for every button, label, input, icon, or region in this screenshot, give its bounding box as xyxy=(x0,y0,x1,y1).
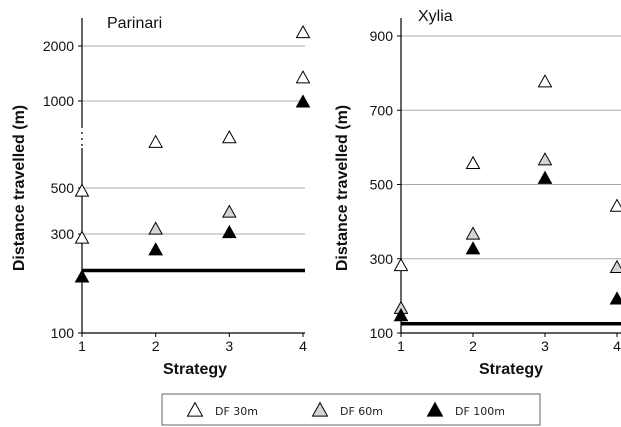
data-point xyxy=(537,170,553,184)
y-axis-label: Distance travelled (m) xyxy=(11,105,28,271)
legend-label: DF 60m xyxy=(340,405,383,418)
y-tick-label: 300 xyxy=(51,226,75,242)
data-point xyxy=(465,226,481,240)
data-point xyxy=(74,269,90,283)
panel-parinari: 100 300 500 1000 2000 1 2 3 4 Parinari Strategy Dis… xyxy=(11,15,311,378)
x-axis-label: Strategy xyxy=(479,361,543,378)
x-tick-label: 2 xyxy=(152,338,160,354)
data-point xyxy=(295,24,311,39)
y-axis-label: Distance travelled (m) xyxy=(334,105,351,271)
x-tick-label: 3 xyxy=(541,338,549,354)
panel-title: Xylia xyxy=(418,8,453,25)
x-tick-label: 3 xyxy=(225,338,233,354)
y-tick-label: 900 xyxy=(370,28,394,44)
data-point xyxy=(465,155,481,170)
y-tick-label: 300 xyxy=(370,251,394,267)
data-point xyxy=(295,94,311,108)
data-point xyxy=(537,152,553,166)
legend-box xyxy=(161,393,541,426)
data-point xyxy=(148,221,164,235)
data-point xyxy=(609,259,621,273)
data-point xyxy=(74,230,90,244)
y-tick-label: 500 xyxy=(51,180,75,196)
legend-marker xyxy=(186,401,204,417)
x-tick-label: 4 xyxy=(613,338,621,354)
data-point xyxy=(393,308,409,322)
y-tick-label: 500 xyxy=(370,177,394,193)
data-point xyxy=(295,70,311,84)
y-tick-label: 1000 xyxy=(43,93,74,109)
x-axis-label: Strategy xyxy=(163,361,227,378)
data-point xyxy=(609,198,621,212)
legend-marker xyxy=(311,401,329,417)
y-tick-label: 100 xyxy=(51,325,75,341)
data-point xyxy=(74,183,90,197)
data-point xyxy=(221,130,237,144)
x-tick-label: 1 xyxy=(397,338,405,354)
data-point xyxy=(465,241,481,255)
data-point xyxy=(609,291,621,305)
data-point xyxy=(148,134,164,148)
y-tick-label: 100 xyxy=(370,325,394,341)
legend-label: DF 30m xyxy=(215,405,258,418)
x-tick-label: 4 xyxy=(299,338,307,354)
data-point xyxy=(148,242,164,256)
y-tick-label: 700 xyxy=(370,102,394,118)
data-point xyxy=(393,257,409,272)
x-tick-label: 2 xyxy=(469,338,477,354)
panel-title: Parinari xyxy=(107,15,162,32)
legend-label: DF 100m xyxy=(455,405,505,418)
panel-xylia: 100 300 500 700 900 1 2 3 4 Xylia Strategy Distance… xyxy=(334,8,621,378)
data-point xyxy=(537,74,553,88)
data-point xyxy=(221,204,237,218)
x-tick-label: 1 xyxy=(78,338,86,354)
data-point xyxy=(221,224,237,239)
legend: DF 30m DF 60m DF 100m xyxy=(161,393,541,426)
legend-marker xyxy=(426,401,444,417)
y-tick-label: 2000 xyxy=(43,38,74,54)
